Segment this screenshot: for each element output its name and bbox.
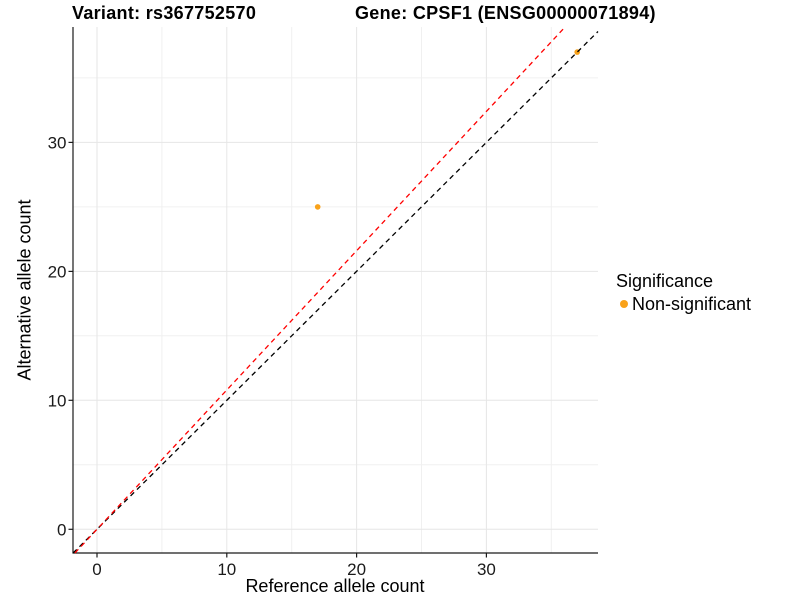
x-tick-label: 10 bbox=[217, 560, 236, 579]
y-axis-title: Alternative allele count bbox=[14, 199, 35, 381]
legend: Significance Non-significant bbox=[616, 271, 751, 315]
y-tick-label: 0 bbox=[57, 520, 66, 539]
variant-title: Variant: rs367752570 bbox=[72, 3, 257, 23]
data-point bbox=[314, 204, 321, 210]
y-tick-label: 20 bbox=[48, 262, 67, 281]
fitted-ratio-line bbox=[74, 26, 566, 554]
x-tick-label: 20 bbox=[347, 560, 366, 579]
legend-item-non-significant: Non-significant bbox=[616, 294, 751, 315]
identity-line bbox=[72, 31, 599, 554]
x-tick-label: 30 bbox=[477, 560, 496, 579]
y-tick-label: 30 bbox=[48, 133, 67, 152]
non-significant-swatch-icon bbox=[620, 300, 628, 309]
x-axis-title: Reference allele count bbox=[245, 576, 425, 596]
y-tick-label: 10 bbox=[48, 391, 67, 410]
legend-title: Significance bbox=[616, 271, 714, 291]
gene-title: Gene: CPSF1 (ENSG00000071894) bbox=[355, 3, 656, 23]
legend-item-label: Non-significant bbox=[632, 293, 752, 314]
x-tick-label: 0 bbox=[92, 560, 101, 579]
